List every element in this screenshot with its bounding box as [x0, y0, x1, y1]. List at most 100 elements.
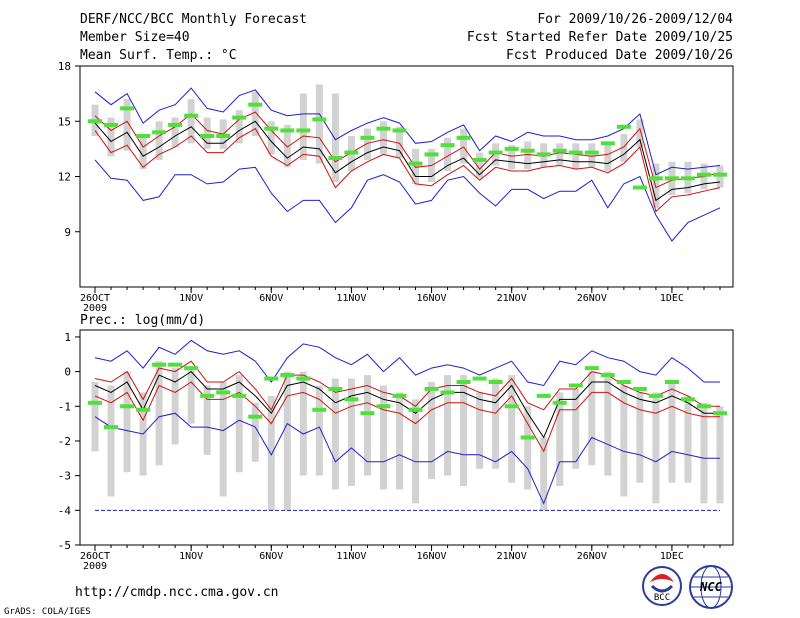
median-marker: [616, 380, 631, 385]
x-tick-label: 11NOV: [336, 293, 366, 304]
y-tick-label: 12: [58, 171, 71, 184]
plot-frame: [79, 329, 734, 546]
precip-label: Prec.: log(mm/d): [80, 313, 205, 328]
median-marker: [600, 141, 615, 146]
median-marker: [664, 176, 679, 181]
x-tick-label: 1DEC: [660, 551, 684, 562]
median-marker: [376, 404, 391, 409]
spread-box: [684, 395, 692, 483]
median-marker: [536, 393, 551, 398]
y-tick-label: -2: [58, 435, 71, 448]
spread-box: [716, 406, 724, 504]
median-marker: [248, 102, 263, 107]
spread-box: [652, 392, 660, 504]
grads-credit: GrADS: COLA/IGES: [4, 607, 91, 617]
spread-box: [395, 126, 403, 159]
forecast-started: Fcst Started Refer Date 2009/10/25: [467, 30, 733, 45]
x-year-label: 2009: [83, 561, 107, 572]
spread-box: [219, 382, 227, 497]
spread-box: [203, 385, 211, 455]
median-marker: [344, 150, 359, 155]
spread-box: [556, 392, 564, 487]
chart-title: DERF/NCC/BCC Monthly Forecast: [80, 12, 307, 27]
median-marker: [168, 122, 183, 127]
ncc-logo-text: NCC: [699, 580, 722, 594]
median-marker: [88, 400, 102, 405]
median-marker: [552, 400, 567, 405]
y-tick-label: -5: [58, 539, 71, 552]
median-marker: [648, 176, 663, 181]
spread-box: [155, 121, 163, 160]
median-marker: [216, 133, 231, 138]
median-marker: [520, 148, 535, 153]
spread-box: [636, 119, 644, 148]
median-marker: [200, 133, 215, 138]
spread-box: [235, 110, 243, 144]
y-tick-label: 9: [64, 226, 71, 239]
median-marker: [168, 362, 183, 367]
bcc-logo: BCC: [642, 566, 682, 606]
spread-box: [331, 378, 339, 490]
x-tick-label: 1NOV: [179, 293, 203, 304]
median-marker: [136, 133, 151, 138]
mean-line: [94, 120, 721, 202]
x-tick-label: 6NOV: [259, 551, 283, 562]
upper-line: [94, 360, 720, 411]
median-marker: [664, 380, 679, 385]
x-tick-label: 1NOV: [179, 551, 203, 562]
spread-box: [299, 371, 307, 476]
median-marker: [328, 386, 343, 391]
median-marker: [280, 373, 295, 378]
spread-box: [395, 392, 403, 490]
spread-box: [203, 117, 211, 149]
min-line: [94, 159, 721, 242]
spread-box: [556, 143, 564, 166]
spread-box: [283, 124, 291, 168]
spread-box: [123, 99, 131, 151]
spread-box: [572, 143, 580, 170]
median-marker: [264, 126, 279, 131]
spread-box: [363, 375, 371, 476]
spread-box: [379, 385, 387, 490]
median-marker: [456, 380, 471, 385]
median-marker: [104, 425, 119, 430]
median-marker: [472, 157, 487, 162]
precipitation-panel: -5 -4 -3 -2 -1 0 1 26OCT 1NOV 6NOV 11NOV 16NOV 21NOV…: [58, 329, 734, 572]
x-tick-label: 16NOV: [416, 293, 446, 304]
x-tick-label: 21NOV: [497, 293, 527, 304]
spread-box: [524, 406, 532, 490]
median-marker: [408, 161, 423, 166]
spread-box: [315, 84, 323, 164]
median-marker: [616, 124, 631, 129]
median-marker: [216, 390, 231, 395]
median-marker: [552, 148, 567, 153]
median-marker: [296, 128, 311, 133]
median-marker: [680, 397, 695, 402]
lower-line: [94, 381, 720, 453]
median-marker: [136, 407, 151, 412]
spread-box: [604, 143, 612, 171]
spread-box: [492, 378, 500, 469]
lower-line: [94, 127, 721, 213]
median-marker: [424, 152, 439, 157]
min-line: [94, 412, 720, 505]
median-marker: [392, 393, 407, 398]
median-marker: [360, 411, 375, 416]
spread-box: [267, 121, 275, 155]
spread-box: [460, 128, 468, 164]
median-marker: [504, 146, 519, 151]
median-marker: [440, 390, 455, 395]
spread-box: [171, 117, 179, 148]
spread-box: [107, 385, 115, 497]
median-marker: [584, 366, 599, 371]
median-marker: [344, 397, 359, 402]
footer-url[interactable]: http://cmdp.ncc.cma.gov.cn: [75, 585, 279, 600]
spread-box: [347, 378, 355, 487]
median-marker: [488, 150, 503, 155]
upper-line: [94, 111, 721, 189]
x-tick-label: 11NOV: [336, 551, 366, 562]
median-marker: [408, 407, 423, 412]
median-marker: [584, 150, 599, 155]
spread-box: [315, 385, 323, 476]
spread-box: [251, 402, 259, 462]
